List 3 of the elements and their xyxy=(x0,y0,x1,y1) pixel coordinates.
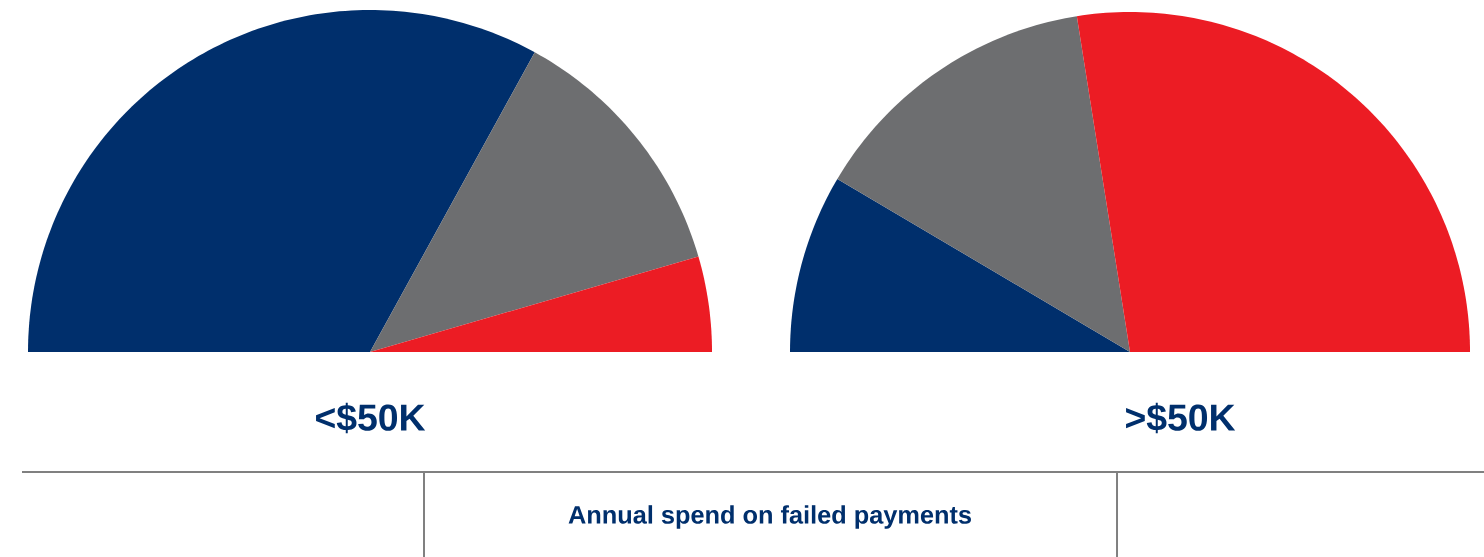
text: >$50K xyxy=(1126,402,1236,434)
text: Annual spend on failed payments xyxy=(568,505,971,529)
text: <$50K xyxy=(316,402,426,434)
